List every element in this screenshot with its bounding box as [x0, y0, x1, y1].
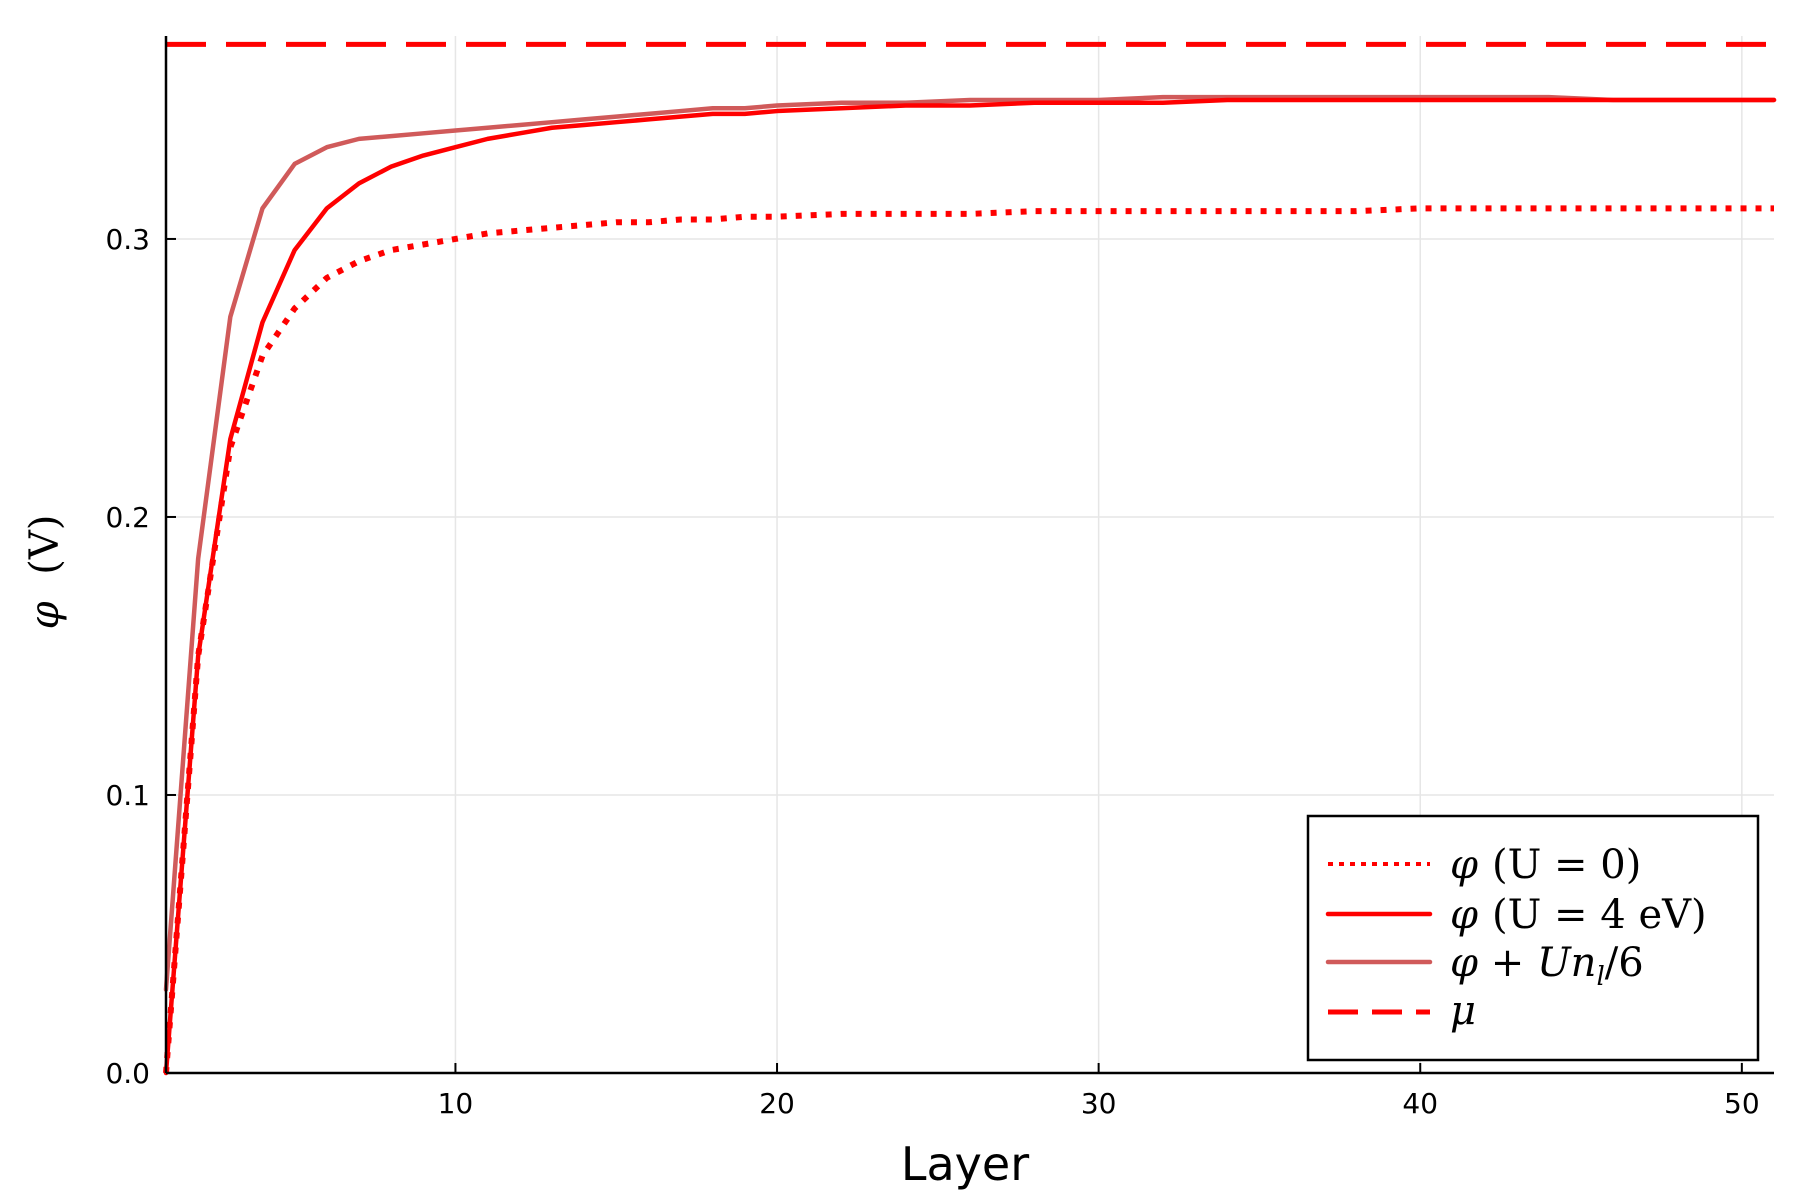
axes [164, 36, 1774, 1075]
x-tick-label: 20 [759, 1087, 795, 1120]
y-tick-label: 0.3 [105, 223, 150, 256]
legend: φ (U = 0) φ (U = 4 eV) φ + Unl/6 μ [1306, 814, 1760, 1062]
x-tick-label: 30 [1081, 1087, 1117, 1120]
y-axis-title: φ (V) [22, 515, 68, 630]
series-phi-u4 [163, 97, 1777, 1076]
legend-box [1306, 814, 1760, 1062]
x-tick-label: 40 [1402, 1087, 1438, 1120]
series-layer [163, 41, 1777, 1076]
ticks: 10 20 30 40 50 0.0 0.1 0.2 0.3 [105, 223, 1759, 1120]
series-phi-plus-unl [163, 94, 1777, 992]
x-tick-label: 10 [438, 1087, 474, 1120]
svg-text:φ (V): φ (V) [22, 515, 68, 630]
y-axis-title-symbol: φ [22, 601, 68, 629]
legend-label-phi-plus-unl: φ + Unl/6 [1450, 940, 1644, 992]
x-axis-title: Layer [901, 1137, 1029, 1191]
y-axis-title-unit: (V) [22, 515, 68, 575]
y-tick-label: 0.2 [105, 501, 150, 534]
y-tick-label: 0.1 [105, 779, 150, 812]
legend-label-u4: φ (U = 4 eV) [1450, 892, 1707, 938]
legend-label-mu: μ [1450, 988, 1476, 1034]
y-tick-label: 0.0 [105, 1057, 150, 1090]
x-tick-label: 50 [1724, 1087, 1760, 1120]
legend-label-u0: φ (U = 0) [1450, 842, 1641, 888]
series-phi-u0 [163, 205, 1774, 1074]
